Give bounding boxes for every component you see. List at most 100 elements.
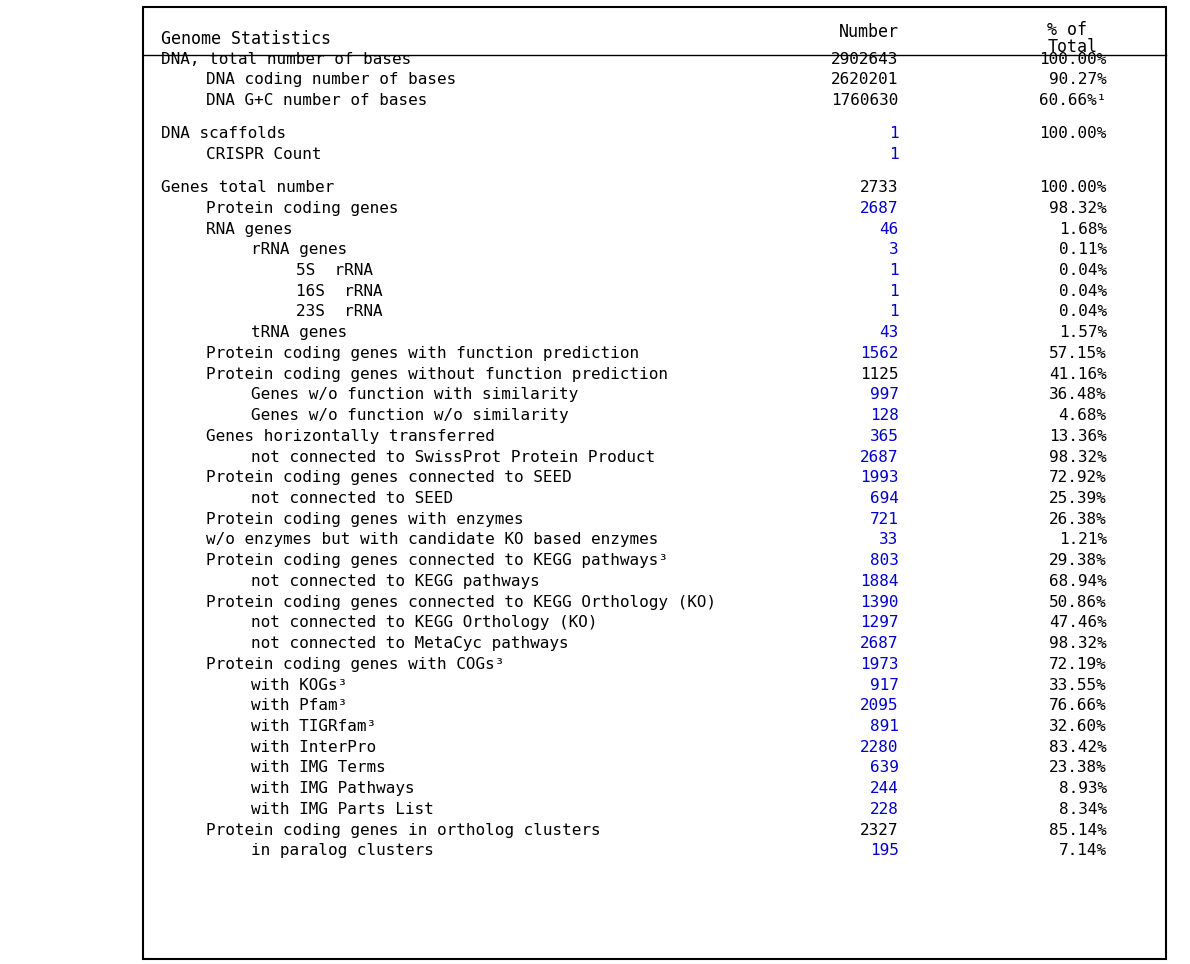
Text: 43: 43 [879,325,898,340]
Text: 721: 721 [870,512,898,526]
Text: 0.04%: 0.04% [1059,283,1107,299]
Text: 365: 365 [870,429,898,443]
Text: 2687: 2687 [860,636,898,651]
Text: Protein coding genes connected to KEGG Orthology (KO): Protein coding genes connected to KEGG O… [206,595,716,609]
Text: 803: 803 [870,553,898,568]
Text: 47.46%: 47.46% [1048,615,1107,630]
Text: 1993: 1993 [860,470,898,485]
Text: 33: 33 [879,532,898,548]
Text: with Pfam³: with Pfam³ [251,698,347,713]
Text: 4.68%: 4.68% [1059,408,1107,423]
Text: not connected to KEGG Orthology (KO): not connected to KEGG Orthology (KO) [251,615,597,630]
Text: DNA scaffolds: DNA scaffolds [161,126,286,142]
Text: 23S  rRNA: 23S rRNA [296,305,383,319]
Text: 639: 639 [870,761,898,775]
Text: 1390: 1390 [860,595,898,609]
Text: 2620201: 2620201 [831,72,898,88]
Text: Genes w/o function w/o similarity: Genes w/o function w/o similarity [251,408,569,423]
Text: 1973: 1973 [860,656,898,672]
Text: 100.00%: 100.00% [1039,52,1107,67]
Text: DNA coding number of bases: DNA coding number of bases [206,72,456,88]
Text: 33.55%: 33.55% [1048,678,1107,692]
Text: Protein coding genes with function prediction: Protein coding genes with function predi… [206,346,639,361]
Text: Genome Statistics: Genome Statistics [161,31,331,48]
Text: 1: 1 [889,126,898,142]
Text: 13.36%: 13.36% [1048,429,1107,443]
Bar [143,7,1166,959]
Text: 41.16%: 41.16% [1048,366,1107,382]
Text: 83.42%: 83.42% [1048,739,1107,755]
Text: 0.04%: 0.04% [1059,263,1107,278]
Text: % of: % of [1047,21,1088,39]
Text: Genes total number: Genes total number [161,180,334,195]
Text: 1: 1 [889,283,898,299]
Text: 16S  rRNA: 16S rRNA [296,283,383,299]
Text: not connected to SwissProt Protein Product: not connected to SwissProt Protein Produ… [251,449,656,465]
Text: 72.92%: 72.92% [1048,470,1107,485]
Text: with KOGs³: with KOGs³ [251,678,347,692]
Text: 891: 891 [870,719,898,734]
Text: 1.68%: 1.68% [1059,222,1107,236]
Text: Protein coding genes connected to KEGG pathways³: Protein coding genes connected to KEGG p… [206,553,668,568]
Text: 8.93%: 8.93% [1059,781,1107,796]
Text: Protein coding genes with enzymes: Protein coding genes with enzymes [206,512,524,526]
Text: 1562: 1562 [860,346,898,361]
Text: 917: 917 [870,678,898,692]
Text: 26.38%: 26.38% [1048,512,1107,526]
Text: 228: 228 [870,802,898,817]
Text: 2327: 2327 [860,822,898,838]
Text: 5S  rRNA: 5S rRNA [296,263,374,278]
Text: 1.57%: 1.57% [1059,325,1107,340]
Text: 7.14%: 7.14% [1059,844,1107,858]
Text: DNA, total number of bases: DNA, total number of bases [161,52,411,67]
Text: 0.04%: 0.04% [1059,305,1107,319]
Text: Protein coding genes: Protein coding genes [206,201,399,216]
Text: 32.60%: 32.60% [1048,719,1107,734]
Text: 195: 195 [870,844,898,858]
Text: with InterPro: with InterPro [251,739,376,755]
Text: 694: 694 [870,491,898,506]
Text: RNA genes: RNA genes [206,222,293,236]
Text: 1: 1 [889,147,898,162]
Text: 997: 997 [870,388,898,402]
Text: Protein coding genes without function prediction: Protein coding genes without function pr… [206,366,668,382]
Text: tRNA genes: tRNA genes [251,325,347,340]
Text: with IMG Terms: with IMG Terms [251,761,386,775]
Text: in paralog clusters: in paralog clusters [251,844,434,858]
Text: 100.00%: 100.00% [1039,126,1107,142]
Text: DNA G+C number of bases: DNA G+C number of bases [206,94,427,108]
Text: not connected to SEED: not connected to SEED [251,491,453,506]
Text: 1297: 1297 [860,615,898,630]
Text: 98.32%: 98.32% [1048,636,1107,651]
Text: 3: 3 [889,242,898,257]
Text: 36.48%: 36.48% [1048,388,1107,402]
Text: 1.21%: 1.21% [1059,532,1107,548]
Text: Protein coding genes with COGs³: Protein coding genes with COGs³ [206,656,505,672]
Text: 46: 46 [879,222,898,236]
Text: with TIGRfam³: with TIGRfam³ [251,719,376,734]
Text: 29.38%: 29.38% [1048,553,1107,568]
Text: w/o enzymes but with candidate KO based enzymes: w/o enzymes but with candidate KO based … [206,532,658,548]
Text: 0.11%: 0.11% [1059,242,1107,257]
Text: 2687: 2687 [860,201,898,216]
Text: with IMG Parts List: with IMG Parts List [251,802,434,817]
Text: 2902643: 2902643 [831,52,898,67]
Text: 8.34%: 8.34% [1059,802,1107,817]
Text: 128: 128 [870,408,898,423]
Text: Protein coding genes in ortholog clusters: Protein coding genes in ortholog cluster… [206,822,601,838]
Text: 76.66%: 76.66% [1048,698,1107,713]
Text: Number: Number [839,23,898,40]
Text: rRNA genes: rRNA genes [251,242,347,257]
Text: not connected to KEGG pathways: not connected to KEGG pathways [251,574,540,589]
Text: Protein coding genes connected to SEED: Protein coding genes connected to SEED [206,470,571,485]
Text: 60.66%¹: 60.66%¹ [1039,94,1107,108]
Text: 98.32%: 98.32% [1048,201,1107,216]
Text: 98.32%: 98.32% [1048,449,1107,465]
Text: CRISPR Count: CRISPR Count [206,147,321,162]
Text: 2687: 2687 [860,449,898,465]
Text: 2733: 2733 [860,180,898,195]
Text: 68.94%: 68.94% [1048,574,1107,589]
Text: 1125: 1125 [860,366,898,382]
Text: with IMG Pathways: with IMG Pathways [251,781,415,796]
Text: 100.00%: 100.00% [1039,180,1107,195]
